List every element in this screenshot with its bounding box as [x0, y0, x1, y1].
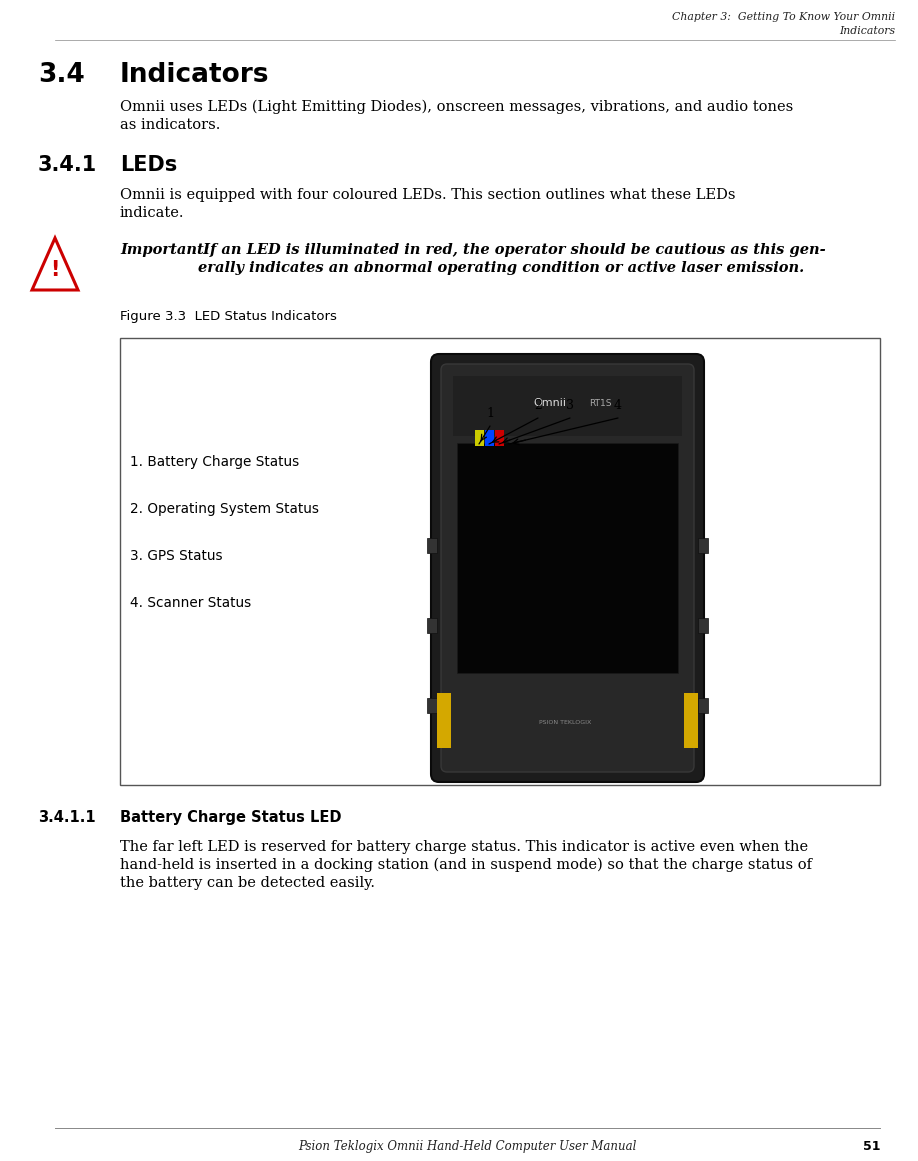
Text: Figure 3.3  LED Status Indicators: Figure 3.3 LED Status Indicators [120, 310, 337, 323]
Text: Psion Teklogix Omnii Hand-Held Computer User Manual: Psion Teklogix Omnii Hand-Held Computer … [297, 1140, 636, 1153]
Text: If an LED is illuminated in red, the operator should be cautious as this gen-: If an LED is illuminated in red, the ope… [198, 243, 826, 257]
Bar [437, 693, 451, 748]
Text: hand-held is inserted in a docking station (and in suspend mode) so that the cha: hand-held is inserted in a docking stati… [120, 858, 812, 872]
Text: Omnii uses LEDs (Light Emitting Diodes), onscreen messages, vibrations, and audi: Omnii uses LEDs (Light Emitting Diodes),… [120, 100, 793, 115]
Bar [698, 698, 708, 713]
Bar [457, 444, 678, 673]
Text: 4. Scanner Status: 4. Scanner Status [130, 596, 252, 610]
Text: LEDs: LEDs [120, 156, 177, 175]
Bar [698, 538, 708, 553]
Text: 3. GPS Status: 3. GPS Status [130, 549, 223, 563]
Text: 51: 51 [863, 1140, 880, 1153]
Bar [485, 430, 494, 446]
Text: 1: 1 [486, 408, 494, 420]
Text: 3.4.1: 3.4.1 [38, 156, 97, 175]
Text: Chapter 3:  Getting To Know Your Omnii: Chapter 3: Getting To Know Your Omnii [672, 12, 895, 22]
Text: Omnii is equipped with four coloured LEDs. This section outlines what these LEDs: Omnii is equipped with four coloured LED… [120, 188, 735, 202]
Bar [475, 430, 484, 446]
FancyBboxPatch shape [431, 354, 704, 783]
Text: 4: 4 [614, 399, 622, 412]
Bar [427, 538, 437, 553]
Text: 3.4: 3.4 [38, 62, 84, 88]
Text: RT1S: RT1S [588, 398, 611, 408]
Text: Battery Charge Status LED: Battery Charge Status LED [120, 810, 341, 825]
Text: as indicators.: as indicators. [120, 118, 220, 132]
Bar [120, 338, 880, 785]
Text: 3: 3 [566, 399, 574, 412]
Text: 2. Operating System Status: 2. Operating System Status [130, 502, 319, 515]
Text: Indicators: Indicators [839, 26, 895, 36]
Text: Important:: Important: [120, 243, 209, 257]
Text: 3.4.1.1: 3.4.1.1 [38, 810, 95, 825]
Bar [427, 698, 437, 713]
Text: The far left LED is reserved for battery charge status. This indicator is active: The far left LED is reserved for battery… [120, 841, 808, 854]
Text: 1. Battery Charge Status: 1. Battery Charge Status [130, 455, 299, 469]
Text: erally indicates an abnormal operating condition or active laser emission.: erally indicates an abnormal operating c… [198, 261, 804, 275]
FancyBboxPatch shape [441, 365, 694, 772]
Text: !: ! [50, 260, 60, 280]
Text: Omnii: Omnii [533, 398, 566, 408]
Text: PSION TEKLOGIX: PSION TEKLOGIX [539, 721, 591, 726]
Bar [495, 430, 504, 446]
Bar [684, 693, 698, 748]
Text: Indicators: Indicators [120, 62, 270, 88]
Text: indicate.: indicate. [120, 205, 185, 219]
Text: the battery can be detected easily.: the battery can be detected easily. [120, 877, 375, 890]
Bar [453, 376, 682, 437]
Bar [698, 618, 708, 633]
Text: 2: 2 [534, 399, 542, 412]
Bar [427, 618, 437, 633]
